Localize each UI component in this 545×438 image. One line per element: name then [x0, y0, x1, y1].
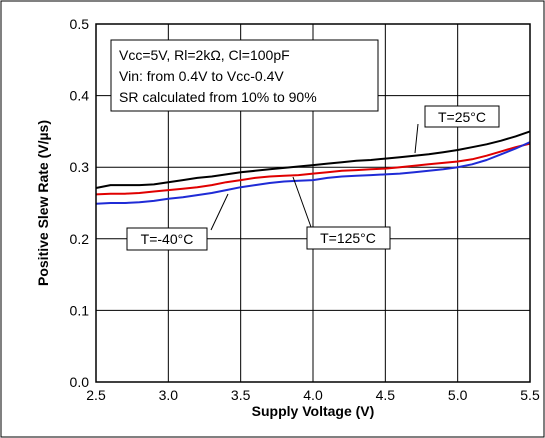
series-line-125c: [95, 142, 531, 196]
x-tick-label: 5.5: [520, 387, 540, 403]
y-tick-label: 0.3: [70, 159, 90, 175]
plot-area-border: [95, 23, 531, 383]
annotation-25c: T=25°C: [414, 105, 500, 154]
series-lines: [95, 130, 531, 205]
annotation-125c-label: T=125°C: [320, 230, 376, 246]
x-tick-label: 4.5: [376, 387, 396, 403]
annotation-minus40c-leader: [210, 193, 229, 231]
y-tick-label: 0.4: [70, 88, 90, 104]
x-axis-label: Supply Voltage (V): [252, 403, 375, 419]
annotation-125c-leader: [292, 176, 312, 228]
conditions-line-1: Vcc=5V, Rl=2kΩ, Cl=100pF: [119, 47, 290, 63]
x-tick-label: 3.0: [159, 387, 179, 403]
series-line-minus40c: [95, 141, 531, 205]
x-tick-labels: 2.5 3.0 3.5 4.0 4.5 5.0 5.5: [86, 387, 540, 403]
annotation-125c: T=125°C: [292, 176, 391, 250]
series-line-25c: [95, 130, 531, 189]
annotation-125c-box: [306, 226, 391, 250]
x-tick-label: 2.5: [86, 387, 106, 403]
conditions-line-3: SR calculated from 10% to 90%: [119, 89, 317, 105]
y-tick-label: 0.0: [70, 374, 90, 390]
x-tick-label: 4.0: [303, 387, 323, 403]
annotation-25c-leader: [414, 123, 419, 154]
annotation-25c-label: T=25°C: [438, 109, 486, 125]
annotation-25c-box: [424, 105, 500, 128]
conditions-line-2: Vin: from 0.4V to Vcc-0.4V: [119, 68, 284, 84]
y-tick-label: 0.5: [70, 16, 90, 32]
y-tick-label: 0.2: [70, 231, 90, 247]
conditions-box: Vcc=5V, Rl=2kΩ, Cl=100pF Vin: from 0.4V …: [110, 39, 379, 112]
annotation-minus40c: T=-40°C: [126, 193, 229, 251]
y-axis-label: Positive Slew Rate (V/µs): [35, 120, 51, 286]
y-tick-labels: 0.0 0.1 0.2 0.3 0.4 0.5: [70, 16, 90, 390]
annotation-minus40c-label: T=-40°C: [141, 231, 194, 247]
x-tick-label: 3.5: [231, 387, 251, 403]
y-tick-label: 0.1: [70, 302, 90, 318]
x-tick-label: 5.0: [448, 387, 468, 403]
conditions-box-frame: [110, 39, 379, 112]
annotation-minus40c-box: [126, 227, 208, 251]
